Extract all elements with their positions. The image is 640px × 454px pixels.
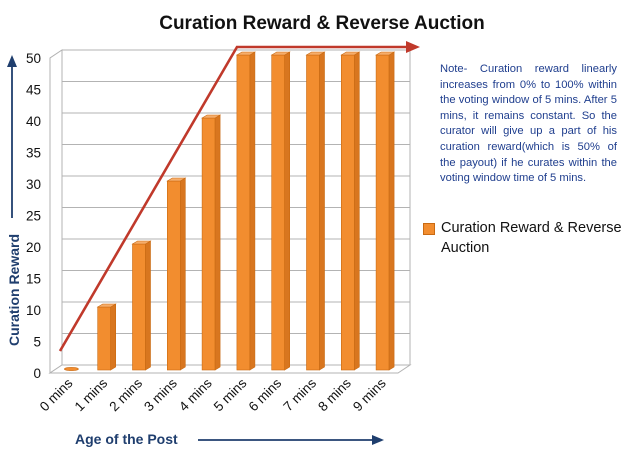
bar-top xyxy=(340,51,361,56)
bar-side xyxy=(319,51,325,371)
bar-top xyxy=(166,177,187,182)
y-tick-label: 50 xyxy=(26,51,41,66)
x-tick-label: 3 mins xyxy=(141,375,180,414)
bar-side xyxy=(145,240,151,371)
trend-line xyxy=(58,41,420,352)
y-tick-label: 10 xyxy=(26,303,41,318)
x-tick-label: 6 mins xyxy=(246,375,285,414)
y-tick-label: 30 xyxy=(26,177,41,192)
bar xyxy=(270,51,291,371)
y-axis-arrow xyxy=(7,55,17,218)
bar-front xyxy=(97,306,111,371)
x-tick-label: 1 mins xyxy=(72,375,111,414)
x-tick-label: 0 mins xyxy=(37,375,76,414)
bar-side xyxy=(388,51,395,371)
bar-top xyxy=(235,51,256,56)
bar-front xyxy=(306,54,320,371)
x-axis-arrowhead xyxy=(372,435,384,445)
bar-front xyxy=(375,54,390,371)
x-tick-label: 8 mins xyxy=(315,375,354,414)
bar xyxy=(64,367,79,371)
bar xyxy=(131,240,152,371)
bar xyxy=(235,51,256,371)
y-tick-label: 15 xyxy=(26,272,41,287)
y-tick-label: 35 xyxy=(26,146,41,161)
y-tick-label: 25 xyxy=(26,209,41,224)
chart-note: Note- Curation reward linearly increases… xyxy=(440,63,617,185)
bar-top xyxy=(305,51,326,56)
bar xyxy=(305,51,326,371)
y-axis-label: Curation Reward xyxy=(6,234,22,346)
side-wall xyxy=(49,49,63,374)
bar-top xyxy=(131,240,152,245)
y-tick-label: 20 xyxy=(26,240,41,255)
bar-top xyxy=(201,114,222,119)
x-tick-label: 9 mins xyxy=(350,375,389,414)
y-tick-label: 5 xyxy=(33,335,41,350)
bar-front xyxy=(236,54,251,371)
y-tick-label: 40 xyxy=(26,114,41,129)
bar-top xyxy=(270,51,291,56)
bar-side xyxy=(180,177,186,371)
bar-side xyxy=(110,303,116,371)
bar xyxy=(340,51,361,371)
bar xyxy=(166,177,187,371)
bar-top xyxy=(96,303,117,308)
y-axis-arrowhead xyxy=(7,55,17,67)
bar-top xyxy=(375,51,396,56)
bar-side xyxy=(249,51,256,371)
x-axis-label: Age of the Post xyxy=(75,431,178,447)
trend-polyline xyxy=(58,45,410,352)
bar-side xyxy=(284,51,291,371)
x-tick-label: 2 mins xyxy=(106,375,145,414)
bar-front xyxy=(271,54,286,371)
bar xyxy=(96,303,117,371)
bar xyxy=(375,51,396,371)
bar-side xyxy=(214,114,221,371)
bar-front xyxy=(201,117,216,371)
x-tick-label: 7 mins xyxy=(280,375,319,414)
legend-swatch xyxy=(423,223,435,235)
bar-front xyxy=(132,243,146,371)
bar xyxy=(201,114,222,371)
chart-bars xyxy=(64,51,396,371)
chart-title: Curation Reward & Reverse Auction xyxy=(159,13,485,34)
y-axis-ticks: 0 5 10 15 20 25 30 35 40 45 50 xyxy=(26,51,41,381)
y-tick-label: 0 xyxy=(33,366,41,381)
bar-front xyxy=(167,180,181,371)
trend-arrowhead xyxy=(406,41,420,53)
bar-side xyxy=(353,51,360,371)
legend-label: Curation Reward & Reverse Auction xyxy=(441,220,622,256)
bar-front xyxy=(340,54,355,371)
x-tick-label: 5 mins xyxy=(211,375,250,414)
x-tick-label: 4 mins xyxy=(176,375,215,414)
x-axis-arrow xyxy=(198,435,384,445)
bar-zero xyxy=(64,367,79,371)
y-tick-label: 45 xyxy=(26,83,41,98)
